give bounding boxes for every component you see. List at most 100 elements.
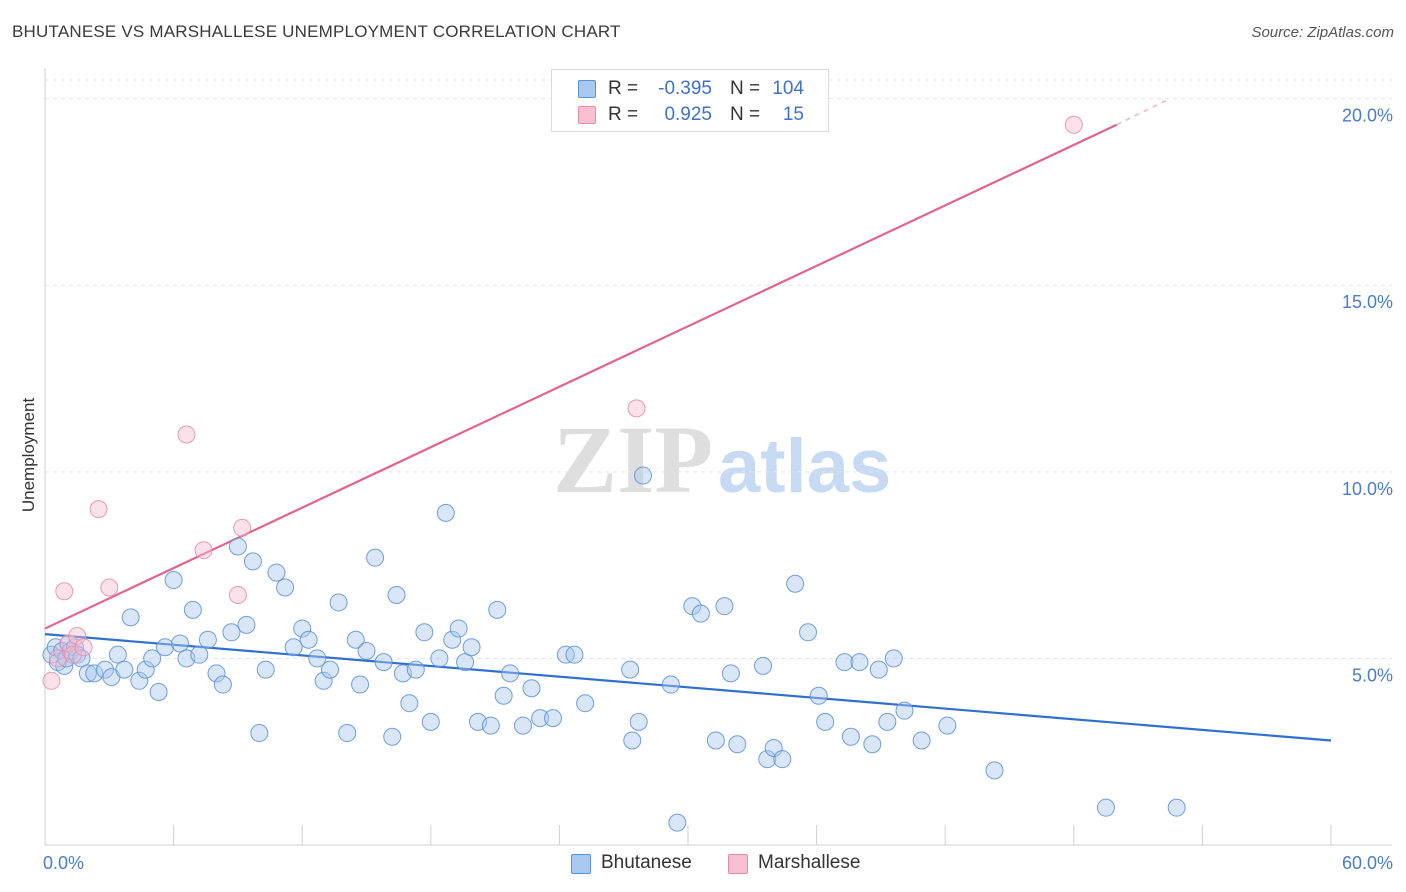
bhutanese-point — [786, 574, 805, 593]
x-tick-label: 0.0% — [43, 853, 84, 873]
bhutanese-point — [501, 664, 520, 683]
bhutanese-point — [754, 656, 773, 675]
bhutanese-point — [1096, 798, 1115, 817]
y-tick-label: 15.0% — [1342, 292, 1393, 312]
bhutanese-point — [383, 727, 402, 746]
bhutanese-point — [488, 600, 507, 619]
bhutanese-point — [284, 638, 303, 657]
marshallese-trendline-extension — [1116, 99, 1167, 126]
bhutanese-point — [668, 813, 687, 832]
legend-swatch-bhutanese — [578, 80, 596, 98]
bhutanese-point — [895, 701, 914, 720]
bhutanese-point — [171, 634, 190, 653]
bhutanese-point — [366, 548, 385, 567]
marshallese-point — [48, 649, 67, 668]
y-tick-label: 20.0% — [1342, 106, 1393, 126]
bhutanese-point — [228, 537, 247, 556]
marshallese-point — [42, 671, 61, 690]
bhutanese-point — [773, 750, 792, 769]
bhutanese-point — [156, 638, 175, 657]
marshallese-point — [228, 585, 247, 604]
points — [42, 115, 1186, 832]
watermark: ZIP atlas — [553, 406, 891, 513]
bhutanese-point — [661, 675, 680, 694]
y-tick-label: 10.0% — [1342, 479, 1393, 499]
watermark-atlas: atlas — [718, 424, 891, 509]
bhutanese-point — [706, 731, 725, 750]
bhutanese-point — [351, 675, 370, 694]
bhutanese-point — [462, 638, 481, 657]
bhutanese-point — [308, 649, 327, 668]
bhutanese-point — [621, 660, 640, 679]
bhutanese-point — [85, 664, 104, 683]
marshallese-point — [1064, 115, 1083, 134]
bhutanese-point — [863, 735, 882, 754]
bhutanese-point — [878, 712, 897, 731]
series-legend: Bhutanese Marshallese — [0, 851, 1406, 877]
bhutanese-point — [728, 735, 747, 754]
chart-title: BHUTANESE VS MARSHALLESE UNEMPLOYMENT CO… — [12, 22, 621, 41]
marshallese-point — [74, 638, 93, 657]
bhutanese-point — [207, 664, 226, 683]
legend-r-value: -0.395 — [658, 78, 712, 99]
legend-swatch-bhutanese — [571, 854, 591, 874]
bhutanese-point — [436, 503, 455, 522]
legend-swatch-marshallese — [578, 106, 596, 124]
marshallese-point — [68, 627, 87, 646]
bhutanese-point — [938, 716, 957, 735]
bhutanese-point — [338, 724, 357, 743]
bhutanese-point — [721, 664, 740, 683]
bhutanese-point — [816, 712, 835, 731]
bhutanese-point — [406, 660, 425, 679]
bhutanese-point — [267, 563, 286, 582]
trendlines — [44, 99, 1332, 742]
bhutanese-point — [190, 645, 209, 664]
bhutanese-point — [276, 578, 295, 597]
bhutanese-point — [237, 615, 256, 634]
bhutanese-point — [130, 671, 149, 690]
legend-label-bhutanese: Bhutanese — [601, 852, 692, 873]
bhutanese-point — [449, 619, 468, 638]
legend-row-marshallese: R = 0.925 N = 15 — [552, 102, 828, 128]
bhutanese-point — [443, 630, 462, 649]
tick-labels: 5.0% 10.0% 15.0% 20.0% 0.0% 60.0% — [43, 106, 1393, 873]
bhutanese-point — [1167, 798, 1186, 817]
axes — [44, 68, 1392, 846]
bhutanese-point — [421, 712, 440, 731]
bhutanese-point — [374, 653, 393, 672]
bhutanese-point — [243, 552, 262, 571]
bhutanese-point — [108, 645, 127, 664]
bhutanese-point — [985, 761, 1004, 780]
bhutanese-point — [321, 660, 340, 679]
bhutanese-point — [884, 649, 903, 668]
bhutanese-trendline — [44, 633, 1332, 742]
correlation-legend: R = -0.395 N = 104 R = 0.925 N = 15 — [551, 69, 829, 132]
bhutanese-point — [494, 686, 513, 705]
bhutanese-point — [691, 604, 710, 623]
bhutanese-point — [299, 630, 318, 649]
marshallese-point — [233, 518, 252, 537]
y-tick-label: 5.0% — [1352, 665, 1393, 685]
bhutanese-point — [314, 671, 333, 690]
bhutanese-point — [522, 679, 541, 698]
bhutanese-point — [415, 623, 434, 642]
legend-swatch-marshallese — [728, 854, 748, 874]
bhutanese-point — [136, 660, 155, 679]
y-axis-label: Unemployment — [19, 398, 38, 513]
bhutanese-point — [629, 712, 648, 731]
bhutanese-point — [250, 724, 269, 743]
bhutanese-point — [430, 649, 449, 668]
legend-row-bhutanese: R = -0.395 N = 104 — [552, 76, 828, 102]
bhutanese-point — [531, 709, 550, 728]
bhutanese-point — [346, 630, 365, 649]
bhutanese-point — [149, 683, 168, 701]
watermark-zip: ZIP — [553, 406, 713, 513]
bhutanese-point — [869, 660, 888, 679]
bhutanese-point — [758, 750, 777, 769]
bhutanese-point — [213, 675, 232, 694]
bhutanese-point — [841, 727, 860, 746]
marshallese-point — [627, 399, 646, 418]
bhutanese-point — [799, 623, 818, 642]
marshallese-point — [177, 425, 196, 444]
